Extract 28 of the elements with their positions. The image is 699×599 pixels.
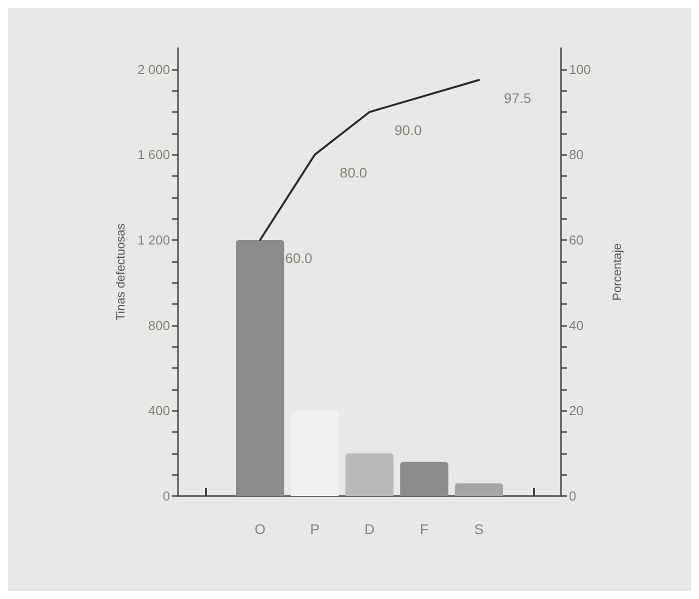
y2-tick-label: 0 — [569, 488, 576, 504]
y2-tick-label: 100 — [569, 62, 591, 77]
x-tick-label: P — [310, 521, 320, 537]
y2-axis-title: Porcentaje — [610, 242, 624, 301]
y-tick-label: 1 200 — [137, 232, 170, 248]
y-tick-label: 1 600 — [137, 147, 170, 162]
y2-tick-label: 40 — [569, 318, 584, 333]
data-label: 97.5 — [504, 90, 532, 106]
bar — [345, 453, 394, 496]
x-tick-label: F — [420, 521, 428, 537]
data-label: 90.0 — [394, 122, 422, 138]
data-label: 80.0 — [340, 164, 368, 181]
x-tick-label: S — [474, 521, 484, 537]
bar — [236, 240, 284, 496]
y-tick-label: 800 — [148, 318, 170, 333]
bar — [454, 483, 504, 496]
x-tick-label: O — [254, 521, 266, 537]
y-axis-title: Tinas defectuosas — [114, 224, 128, 320]
y-tick-label: 0 — [162, 488, 170, 504]
data-label: 60.0 — [285, 250, 313, 266]
y-tick-label: 2 000 — [137, 62, 170, 77]
y2-tick-label: 20 — [569, 403, 584, 418]
y-tick-label: 400 — [148, 403, 170, 418]
y2-tick-label: 80 — [569, 147, 584, 162]
x-tick-label: D — [364, 521, 375, 537]
line-series — [259, 79, 480, 241]
y2-tick-label: 60 — [569, 232, 584, 248]
bar — [400, 462, 448, 496]
